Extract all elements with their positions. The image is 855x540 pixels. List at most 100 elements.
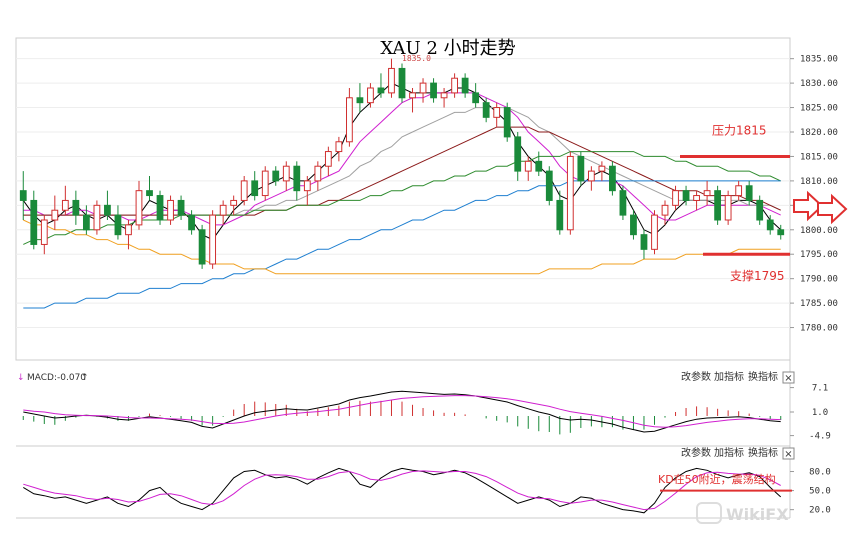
kd-annotation: KD在50附近，震荡结构 (658, 472, 776, 486)
candle-body (703, 190, 711, 197)
candle-body (198, 229, 206, 265)
main-y-tick-label: 1825.00 (800, 104, 838, 114)
candle-body (251, 180, 259, 197)
candle-body (724, 195, 732, 221)
kd-params-button[interactable]: 改参数 (681, 446, 711, 459)
candle-body (672, 190, 679, 206)
kd-d-line (23, 470, 781, 511)
macd-label: MACD:-0.070 (27, 373, 86, 383)
candle-body (693, 195, 700, 201)
candle-body (40, 219, 48, 245)
ma-line (23, 180, 781, 309)
candle-body (556, 199, 564, 231)
close-icon: × (784, 449, 792, 460)
kd-y-tick-labels: 80.0 50.0 20.0 (790, 468, 831, 516)
candle-body (409, 92, 416, 99)
kd-y-tick-label: 20.0 (809, 506, 831, 516)
candle-body (167, 199, 174, 221)
kd-lines (23, 467, 782, 514)
candle-body (482, 102, 490, 118)
main-y-tick-label: 1780.00 (800, 324, 838, 334)
candle-body (135, 190, 143, 226)
candle-body (735, 185, 743, 197)
macd-dif-line (23, 390, 781, 433)
candle-body (230, 199, 238, 206)
candle-body (346, 97, 353, 143)
candle-body (367, 87, 374, 104)
candle-body (293, 165, 301, 192)
candle-body (609, 165, 616, 192)
main-y-tick-label: 1800.00 (800, 226, 838, 236)
candle-body (19, 190, 27, 201)
support-label: 支撑1795 (730, 268, 785, 283)
macd-params-button[interactable]: 改参数 (681, 370, 711, 383)
candle-body (419, 82, 427, 94)
candle-body (640, 234, 648, 250)
candle-body (209, 214, 217, 265)
candle-body (651, 214, 658, 250)
main-y-tick-label: 1785.00 (800, 299, 838, 309)
candle-body (745, 185, 753, 201)
main-y-tick-label: 1810.00 (800, 177, 838, 187)
kd-close-button[interactable]: × (782, 447, 795, 460)
candle-body (503, 107, 511, 138)
candle-body (598, 165, 606, 172)
macd-y-tick-label: -4.9 (809, 432, 831, 442)
candle-body (51, 209, 59, 221)
peak-price-label: 1835.0 (402, 54, 431, 63)
kd-y-tick-label: 50.0 (809, 487, 831, 497)
candle-body (188, 214, 195, 231)
candle-body (756, 199, 764, 221)
candle-body (714, 190, 722, 221)
candle-body (430, 82, 437, 99)
macd-histogram (22, 400, 782, 435)
candle-body (72, 199, 80, 216)
candle-body (272, 170, 280, 182)
candle-body (566, 155, 574, 231)
macd-close-button[interactable]: × (782, 371, 795, 384)
kd-y-tick-label: 80.0 (809, 468, 831, 478)
candle-body (535, 160, 543, 172)
candle-body (314, 165, 322, 182)
candle-body (82, 214, 90, 231)
candle-body (240, 180, 248, 201)
macd-up-arrow-icon: ↑ (81, 373, 89, 383)
candle-body (93, 204, 101, 231)
macd-switch-indicator-button[interactable]: 换指标 (748, 370, 778, 383)
candle-body (461, 77, 469, 94)
candle-body (472, 92, 480, 104)
candle-body (682, 190, 690, 201)
macd-y-tick-label: 7.1 (812, 384, 828, 394)
candle-body (282, 165, 290, 182)
candle-body (398, 67, 406, 99)
candlesticks (19, 58, 785, 269)
candle-body (440, 92, 448, 99)
candle-body (766, 219, 774, 231)
candle-body (261, 170, 269, 197)
candle-body (377, 87, 385, 94)
kd-k-line (23, 467, 782, 514)
candle-body (587, 170, 595, 182)
candle-body (514, 136, 522, 172)
candle-body (335, 141, 343, 153)
candle-body (451, 77, 458, 94)
main-y-tick-label: 1820.00 (800, 128, 838, 138)
main-y-tick-labels: 1835.00 1830.00 1825.00 1820.00 1815.00 1810.… (790, 55, 838, 334)
macd-down-arrow-icon: ↓ (17, 373, 25, 383)
svg-text:↓: ↓ (17, 373, 25, 383)
support-resistance-levels (680, 154, 790, 256)
macd-add-indicator-button[interactable]: 加指标 (714, 370, 744, 383)
candle-body (104, 204, 111, 216)
candle-body (156, 195, 164, 221)
candle-body (177, 199, 185, 216)
main-y-tick-label: 1835.00 (800, 55, 838, 65)
kd-switch-indicator-button[interactable]: 换指标 (748, 446, 778, 459)
candle-body (30, 199, 38, 245)
macd-y-tick-label: 1.0 (812, 408, 828, 418)
main-y-tick-label: 1815.00 (800, 152, 838, 162)
kd-add-indicator-button[interactable]: 加指标 (714, 446, 744, 459)
candle-body (661, 204, 669, 216)
candle-body (493, 107, 501, 118)
macd-dea-line (23, 395, 781, 428)
